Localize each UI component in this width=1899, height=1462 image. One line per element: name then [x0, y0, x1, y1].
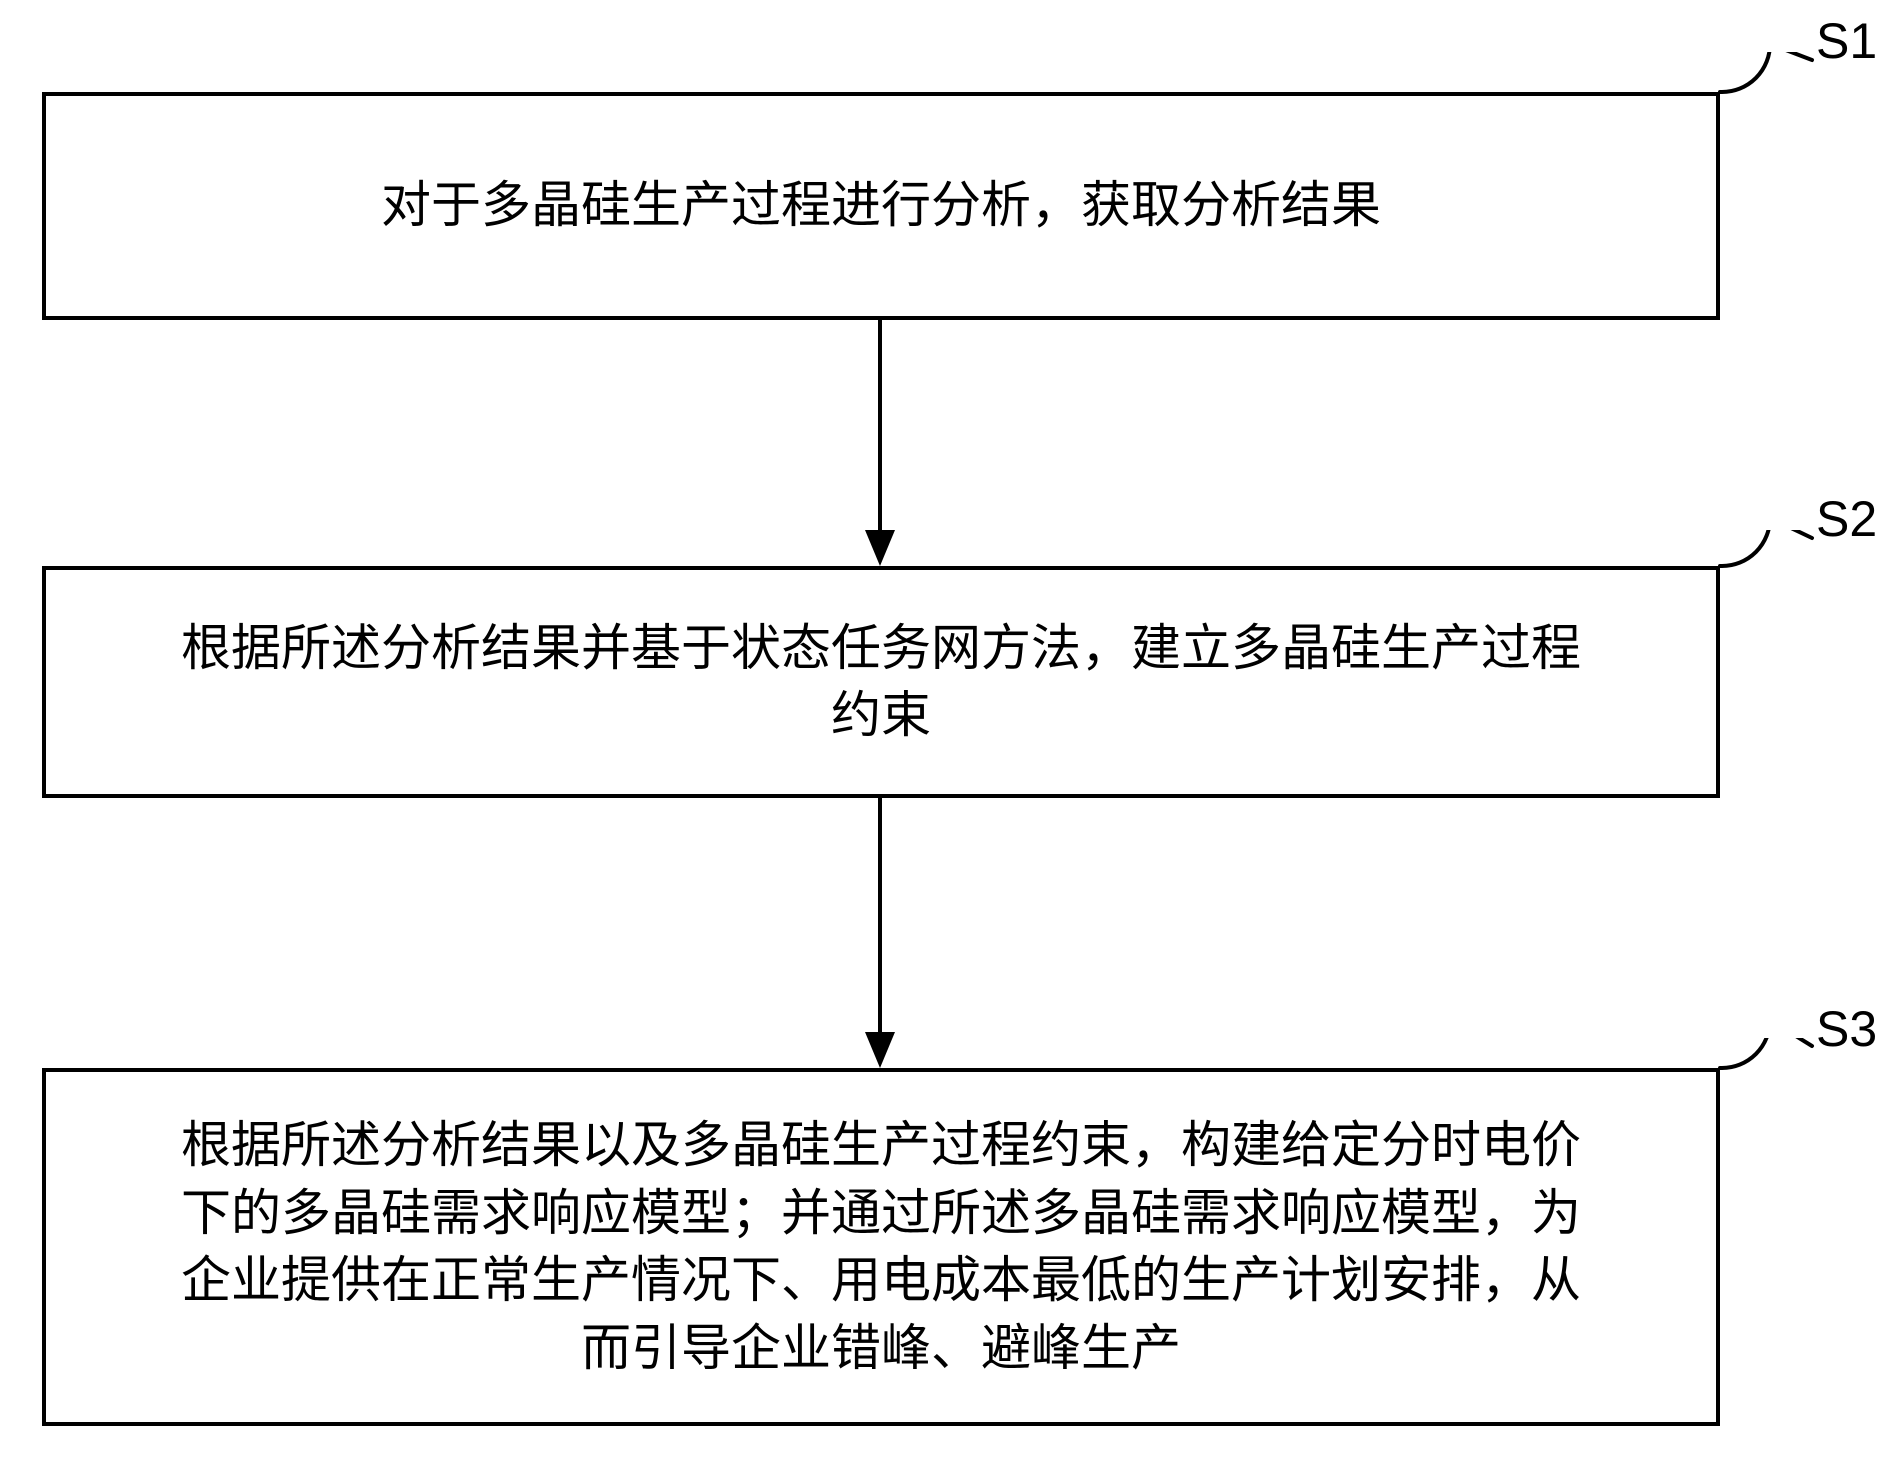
step-label-s2: S2 — [1816, 494, 1877, 544]
arrow-s1-s2 — [850, 320, 910, 566]
flow-step-s2-text: 根据所述分析结果并基于状态任务网方法，建立多晶硅生产过程 约束 — [46, 615, 1716, 750]
flow-step-s3: 根据所述分析结果以及多晶硅生产过程约束，构建给定分时电价 下的多晶硅需求响应模型… — [42, 1068, 1720, 1426]
flow-step-s1: 对于多晶硅生产过程进行分析，获取分析结果 — [42, 92, 1720, 320]
leader-s2 — [1712, 530, 1820, 574]
arrow-s2-s3 — [850, 798, 910, 1068]
flow-step-s1-text: 对于多晶硅生产过程进行分析，获取分析结果 — [46, 172, 1716, 240]
step-label-s3: S3 — [1816, 1004, 1877, 1054]
flow-step-s3-text: 根据所述分析结果以及多晶硅生产过程约束，构建给定分时电价 下的多晶硅需求响应模型… — [46, 1112, 1716, 1382]
leader-s3 — [1712, 1038, 1820, 1076]
step-label-s1: S1 — [1816, 16, 1877, 66]
flowchart-canvas: 对于多晶硅生产过程进行分析，获取分析结果 根据所述分析结果并基于状态任务网方法，… — [0, 0, 1899, 1462]
flow-step-s2: 根据所述分析结果并基于状态任务网方法，建立多晶硅生产过程 约束 — [42, 566, 1720, 798]
leader-s1 — [1712, 52, 1820, 100]
